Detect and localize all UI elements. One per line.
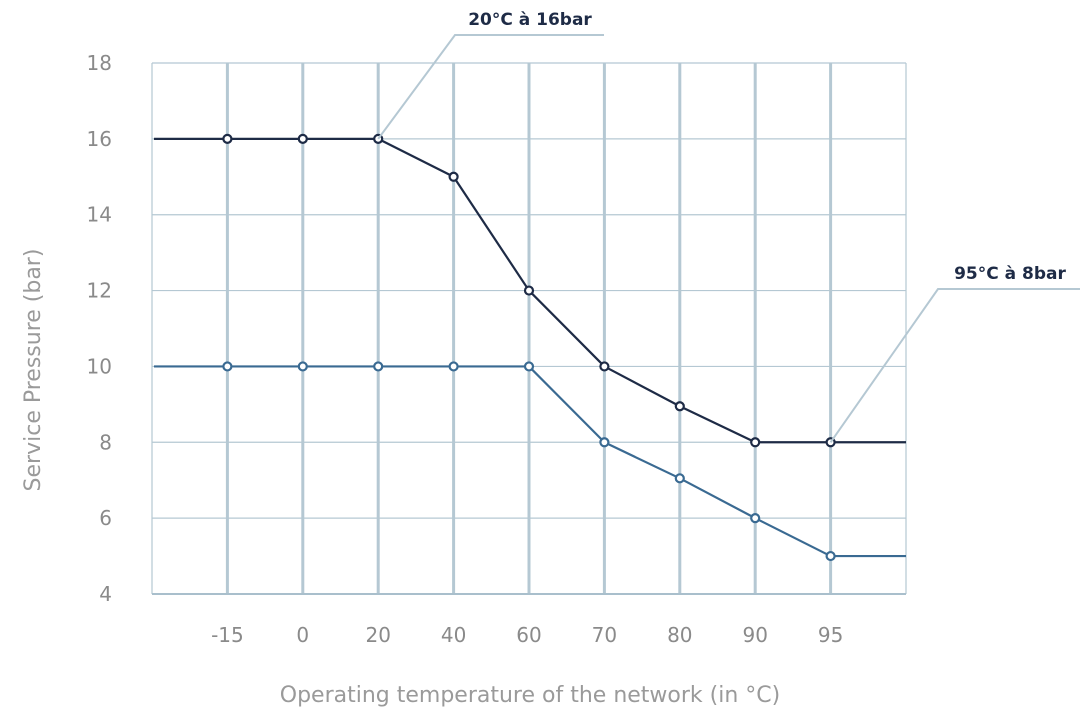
series-2-point — [448, 361, 459, 372]
series-2-point — [523, 361, 535, 372]
x-tick-label: 60 — [516, 623, 541, 647]
y-tick-label: 4 — [99, 582, 112, 606]
y-axis-label: Service Pressure (bar) — [21, 249, 46, 492]
y-tick-label: 10 — [87, 354, 112, 378]
annotation-leader — [829, 288, 1080, 443]
series-2-point — [750, 513, 761, 524]
series-1-point — [599, 361, 610, 372]
annotation-leader — [377, 34, 604, 140]
y-tick-label: 8 — [99, 430, 112, 454]
series-1-point — [448, 171, 459, 182]
x-tick-label: 40 — [441, 623, 466, 647]
x-tick-label: 70 — [592, 623, 617, 647]
x-tick-label: 80 — [667, 623, 692, 647]
tick-labels: 4 6 8 10 12 14 16 18 -15 0 20 40 60 70 80 90 95 — [87, 51, 844, 647]
x-tick-label: -15 — [211, 623, 244, 647]
series-2-point — [373, 361, 384, 372]
x-tick-label: 90 — [742, 623, 767, 647]
y-tick-label: 14 — [87, 203, 112, 227]
y-tick-label: 16 — [87, 127, 112, 151]
y-tick-label: 12 — [87, 279, 112, 303]
annotation-label: 20°C à 16bar — [468, 10, 592, 30]
series-1-point — [297, 133, 308, 144]
series-2-point — [825, 550, 836, 562]
series-2-point — [297, 361, 308, 372]
series-2-point — [222, 361, 233, 372]
y-tick-label: 6 — [99, 506, 112, 530]
series-1-point — [674, 401, 685, 412]
series-points — [222, 133, 836, 562]
series-2-point — [674, 473, 685, 484]
annotations: 20°C à 16bar 95°C à 8bar — [377, 10, 1080, 443]
series-1-point — [750, 437, 761, 448]
series-1-point — [222, 133, 233, 144]
x-axis-label: Operating temperature of the network (in… — [280, 683, 780, 708]
x-tick-label: 95 — [818, 623, 843, 647]
grid — [151, 62, 907, 594]
series-1-point — [523, 285, 535, 296]
x-tick-label: 20 — [365, 623, 390, 647]
y-tick-label: 18 — [87, 51, 112, 75]
annotation-label: 95°C à 8bar — [954, 264, 1066, 284]
series-2-point — [599, 437, 610, 448]
x-tick-label: 0 — [296, 623, 309, 647]
